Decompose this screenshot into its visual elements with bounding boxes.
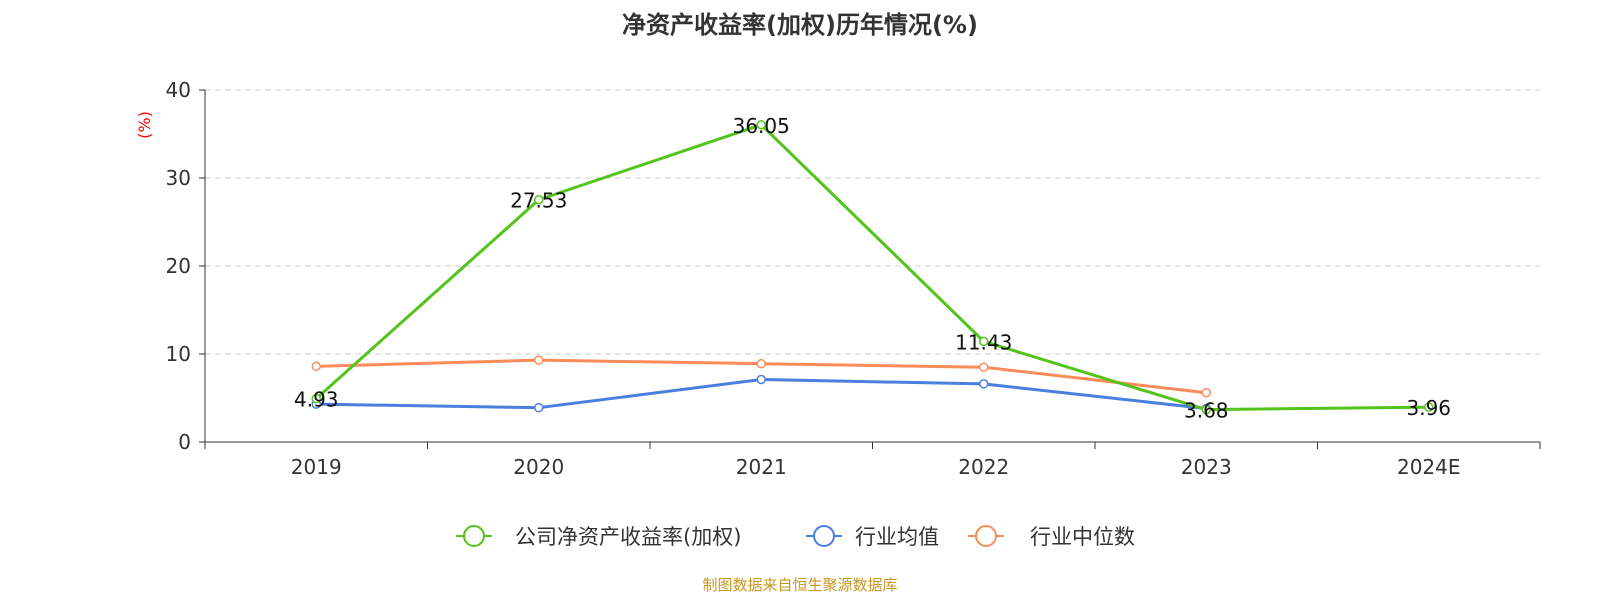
legend-item-0[interactable]: 公司净资产收益率(加权) [456, 525, 741, 549]
data-point[interactable] [979, 336, 989, 347]
data-point[interactable] [979, 379, 989, 389]
y-tick-label: 20 [166, 254, 191, 278]
legend-item-2[interactable]: 行业中位数 [968, 525, 1135, 549]
data-point[interactable] [756, 120, 766, 130]
data-point[interactable] [1201, 404, 1211, 415]
data-label: 3.68 [1184, 399, 1229, 423]
x-tick-label: 2019 [291, 455, 342, 479]
data-label: 36.05 [733, 114, 790, 138]
y-tick-label: 0 [178, 430, 191, 454]
y-tick-label: 40 [166, 78, 191, 102]
legend-label: 行业中位数 [1030, 525, 1135, 549]
x-tick-label: 2020 [513, 455, 564, 479]
series-line-0 [315, 123, 1429, 412]
data-point[interactable] [534, 194, 544, 205]
series-lines [311, 120, 1434, 415]
data-label: 3.96 [1406, 396, 1451, 420]
data-labels: 4.93 27.53 36.05 11.43 3.68 3.96 [294, 114, 1451, 423]
y-axis-label: (%) [135, 111, 154, 139]
x-tick-label: 2021 [736, 455, 787, 479]
data-label: 27.53 [510, 189, 567, 213]
data-point[interactable] [756, 374, 766, 385]
data-point[interactable] [534, 402, 544, 413]
x-tick-label: 2024E [1397, 455, 1461, 479]
data-point[interactable] [1201, 387, 1211, 398]
legend-marker [813, 525, 835, 547]
data-point[interactable] [311, 393, 321, 404]
data-point[interactable] [1424, 402, 1434, 412]
x-tick-label: 2023 [1181, 455, 1232, 479]
data-label: 11.43 [955, 330, 1012, 354]
y-tick-label: 10 [166, 342, 191, 366]
legend[interactable]: 公司净资产收益率(加权) 行业均值 行业中位数 [456, 525, 1135, 549]
legend-marker [975, 525, 997, 547]
legend-label: 行业均值 [855, 525, 939, 549]
axes: 0 10 20 30 40 2019 2020 2021 2022 2023 2024E [166, 78, 1541, 479]
data-point[interactable] [979, 362, 989, 372]
source-note: 制图数据来自恒生聚源数据库 [702, 576, 897, 594]
data-point[interactable] [756, 358, 766, 369]
gridlines [205, 89, 1540, 355]
legend-marker [463, 525, 485, 547]
chart-title: 净资产收益率(加权)历年情况(%) [622, 11, 978, 39]
legend-item-1[interactable]: 行业均值 [806, 525, 939, 549]
x-tick-label: 2022 [958, 455, 1009, 479]
legend-label: 公司净资产收益率(加权) [515, 525, 741, 549]
y-tick-label: 30 [166, 166, 191, 190]
data-point[interactable] [534, 355, 544, 365]
data-label: 4.93 [294, 388, 339, 412]
data-point[interactable] [311, 361, 321, 372]
